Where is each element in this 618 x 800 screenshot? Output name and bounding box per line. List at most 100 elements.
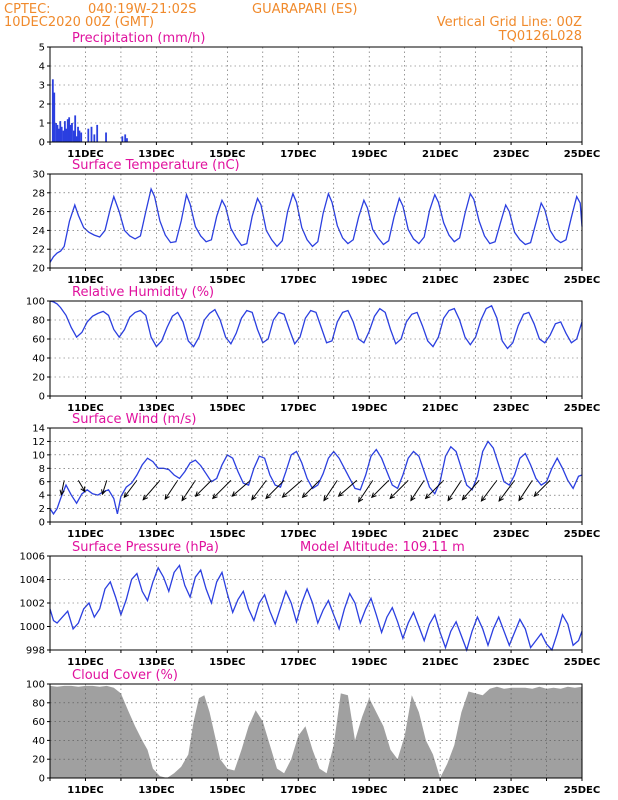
wind-arrow xyxy=(194,480,212,498)
wind-arrow-shaft xyxy=(498,480,516,502)
date-tick-label: 13DEC xyxy=(138,529,174,540)
precip-bar xyxy=(105,132,107,142)
pressure-panel-title: Surface Pressure (hPa) xyxy=(72,540,219,555)
wind-arrow-head xyxy=(101,489,107,496)
wind-arrow-head xyxy=(357,496,364,503)
wind-arrow xyxy=(211,480,232,500)
wind-arrow-head xyxy=(281,492,288,498)
model-altitude-label: Model Altitude: 109.11 m xyxy=(300,540,465,555)
y-tick-label: 60 xyxy=(32,717,45,728)
date-tick-label: 21DEC xyxy=(422,149,458,160)
wind-arrow-shaft xyxy=(461,480,480,501)
wind-arrow xyxy=(498,480,516,502)
wind-arrow-shaft xyxy=(195,480,212,497)
date-tick-label: 15DEC xyxy=(209,149,245,160)
precip-bar xyxy=(65,128,68,142)
y-tick-label: 1004 xyxy=(20,575,45,586)
header-location: GUARAPARI (ES) xyxy=(252,2,357,17)
wind-arrow xyxy=(265,480,285,500)
humidity-panel: 0 20 40 60 80 100 11DEC 13DEC 15DEC 17DEC 19DEC 21D… xyxy=(26,285,600,414)
date-tick-label: 21DEC xyxy=(422,785,458,796)
wind-arrow-shaft xyxy=(212,480,232,499)
y-tick-label: 5 xyxy=(39,43,45,54)
precip-bar xyxy=(51,79,54,142)
wind-arrow-shaft xyxy=(77,480,86,492)
y-tick-label: 60 xyxy=(32,335,45,346)
wind-arrow-head xyxy=(123,492,129,499)
y-tick-label: 100 xyxy=(26,680,45,691)
date-tick-label: 13DEC xyxy=(138,149,174,160)
wind-arrow-shaft xyxy=(518,480,533,501)
precip-bar xyxy=(66,119,69,142)
date-tick-label: 19DEC xyxy=(351,529,387,540)
wind-arrow-shaft xyxy=(181,480,196,501)
y-tick-label: 8 xyxy=(39,464,45,475)
header: CPTEC: 040:19W-21:02S GUARAPARI (ES) 10D… xyxy=(4,2,582,44)
y-tick-label: 0 xyxy=(39,138,45,149)
date-tick-label: 17DEC xyxy=(280,657,316,668)
date-tick-label: 25DEC xyxy=(564,275,600,286)
precip-bar xyxy=(124,134,127,142)
wind-arrow xyxy=(231,479,251,497)
y-tick-label: 20 xyxy=(32,755,45,766)
date-tick-label: 21DEC xyxy=(422,657,458,668)
y-tick-label: 14 xyxy=(32,424,45,435)
date-tick-label: 17DEC xyxy=(280,149,316,160)
wind-arrow-head xyxy=(447,495,453,502)
date-tick-label: 15DEC xyxy=(209,275,245,286)
wind-arrow xyxy=(77,480,86,493)
date-tick-label: 13DEC xyxy=(138,657,174,668)
wind-arrow-head xyxy=(370,492,377,499)
date-tick-label: 11DEC xyxy=(67,403,103,414)
wind-arrow-shaft xyxy=(358,480,374,503)
date-tick-label: 15DEC xyxy=(209,785,245,796)
precip-bar xyxy=(72,130,75,142)
wind-arrow xyxy=(518,480,533,502)
wind-arrow-shaft xyxy=(371,480,390,498)
wind-arrow-head xyxy=(142,494,148,501)
wind-arrow-head xyxy=(301,492,308,499)
y-tick-label: 100 xyxy=(26,297,45,308)
precip-bar xyxy=(75,136,78,142)
wind-arrow-shaft xyxy=(338,479,358,497)
date-tick-label: 11DEC xyxy=(67,785,103,796)
header-code: TQ0126L028 xyxy=(498,29,582,44)
wind-arrow-shaft xyxy=(410,480,425,501)
precipitation-panel: 0 1 2 3 4 5 11DEC 13DEC 15DEC 17DEC 19DEC 21DEC 23DE… xyxy=(39,31,601,160)
wind-panel: 0 2 4 6 8 10 12 14 11DEC 13DEC 15DEC 17DEC 19DEC 21DE… xyxy=(32,412,600,540)
y-tick-label: 40 xyxy=(32,354,45,365)
wind-arrow-shaft xyxy=(480,480,498,502)
header-source: CPTEC: xyxy=(4,2,51,17)
wind-arrow-shaft xyxy=(302,480,320,498)
pressure-series-line xyxy=(49,563,583,653)
wind-arrow-shaft xyxy=(282,479,303,498)
wind-arrow xyxy=(370,480,390,499)
precip-bar xyxy=(56,124,59,142)
wind-arrow-shaft xyxy=(142,480,161,501)
wind-arrow xyxy=(447,480,462,502)
precip-bar xyxy=(71,123,73,142)
y-tick-label: 998 xyxy=(26,646,45,657)
y-tick-label: 10 xyxy=(32,450,45,461)
precip-bar xyxy=(90,126,93,142)
temperature-series-line xyxy=(49,187,583,263)
y-tick-label: 1 xyxy=(39,119,45,130)
date-tick-label: 23DEC xyxy=(493,657,529,668)
date-tick-label: 25DEC xyxy=(564,785,600,796)
cloud-panel-title: Cloud Cover (%) xyxy=(72,668,178,683)
wind-arrow-shaft xyxy=(265,480,285,499)
humidity-panel-title: Relative Humidity (%) xyxy=(72,285,214,300)
date-tick-label: 19DEC xyxy=(351,785,387,796)
precip-bar xyxy=(69,124,72,142)
precip-bar xyxy=(68,117,71,142)
precip-bar xyxy=(77,126,79,142)
wind-arrow-head xyxy=(389,493,396,500)
precip-bar xyxy=(53,92,56,142)
y-tick-label: 26 xyxy=(32,207,45,218)
wind-arrow xyxy=(533,480,551,498)
humidity-plot-frame xyxy=(49,300,583,397)
date-tick-label: 13DEC xyxy=(138,275,174,286)
precip-bar xyxy=(60,126,63,142)
wind-series-line xyxy=(49,440,583,516)
